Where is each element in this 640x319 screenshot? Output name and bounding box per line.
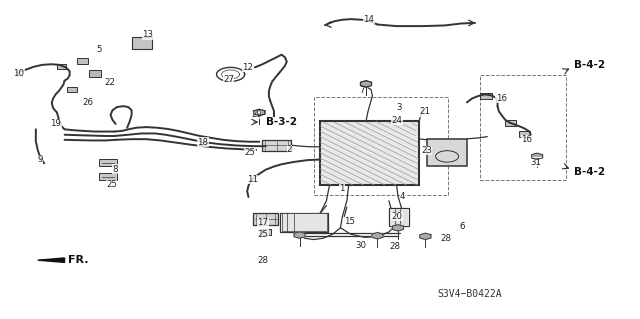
Text: 23: 23 — [421, 146, 432, 155]
Bar — [77, 58, 88, 64]
Text: 4: 4 — [400, 192, 405, 202]
Bar — [389, 208, 410, 226]
Text: 28: 28 — [257, 256, 268, 265]
Text: 11: 11 — [246, 175, 257, 184]
Polygon shape — [372, 233, 383, 239]
Polygon shape — [392, 225, 403, 231]
Polygon shape — [420, 233, 431, 240]
Polygon shape — [360, 81, 371, 87]
Polygon shape — [254, 109, 265, 116]
Text: 20: 20 — [392, 212, 403, 221]
Bar — [390, 209, 408, 225]
Bar — [480, 93, 492, 99]
Bar — [132, 37, 152, 49]
Text: 30: 30 — [355, 241, 366, 250]
Text: 27: 27 — [223, 75, 234, 84]
Text: 28: 28 — [389, 242, 400, 251]
Bar — [320, 122, 419, 185]
Text: 8: 8 — [113, 165, 118, 174]
Polygon shape — [38, 258, 65, 263]
Text: 14: 14 — [364, 15, 374, 24]
Text: 22: 22 — [104, 78, 115, 87]
Text: 3: 3 — [397, 103, 402, 112]
Text: B-4-2: B-4-2 — [574, 60, 605, 70]
Bar — [253, 213, 278, 225]
Text: 21: 21 — [419, 108, 430, 116]
Text: 25: 25 — [244, 148, 255, 157]
Text: 25: 25 — [257, 230, 268, 239]
Text: 9: 9 — [38, 155, 43, 164]
Text: 19: 19 — [51, 119, 61, 129]
Bar — [282, 213, 327, 231]
Bar — [67, 87, 77, 93]
Text: 1: 1 — [339, 184, 345, 193]
Bar — [504, 120, 516, 126]
Bar — [260, 229, 271, 235]
Text: 29: 29 — [251, 110, 262, 119]
Bar — [90, 70, 101, 77]
Text: 6: 6 — [460, 222, 465, 231]
Bar — [518, 131, 530, 137]
Text: 17: 17 — [257, 218, 268, 227]
Text: 25: 25 — [106, 180, 117, 189]
Bar — [57, 64, 66, 69]
Bar — [314, 97, 448, 195]
Text: 2: 2 — [287, 145, 292, 154]
Bar — [428, 139, 467, 166]
Bar — [99, 159, 117, 166]
Polygon shape — [532, 153, 543, 160]
Text: 6: 6 — [460, 222, 465, 231]
Text: 16: 16 — [521, 135, 532, 144]
Text: 12: 12 — [242, 63, 253, 72]
Polygon shape — [254, 109, 265, 116]
Text: B-4-2: B-4-2 — [574, 167, 605, 177]
Text: B-3-2: B-3-2 — [266, 117, 297, 127]
Text: 15: 15 — [344, 217, 355, 226]
Text: 10: 10 — [13, 69, 24, 78]
Polygon shape — [360, 81, 371, 87]
Text: 13: 13 — [143, 31, 154, 40]
Bar — [280, 213, 328, 232]
Bar — [479, 75, 566, 180]
Text: FR.: FR. — [68, 255, 89, 265]
Text: 26: 26 — [83, 99, 93, 108]
Polygon shape — [294, 232, 305, 238]
Bar — [262, 140, 291, 151]
Text: 31: 31 — [531, 158, 541, 167]
Text: 18: 18 — [197, 137, 209, 146]
Text: 7: 7 — [360, 86, 365, 95]
Text: S3V4−B0422A: S3V4−B0422A — [438, 289, 502, 300]
Bar — [99, 174, 117, 181]
Text: 28: 28 — [440, 234, 451, 243]
Text: 5: 5 — [97, 45, 102, 55]
Text: 16: 16 — [495, 94, 507, 103]
Text: 24: 24 — [392, 116, 403, 125]
